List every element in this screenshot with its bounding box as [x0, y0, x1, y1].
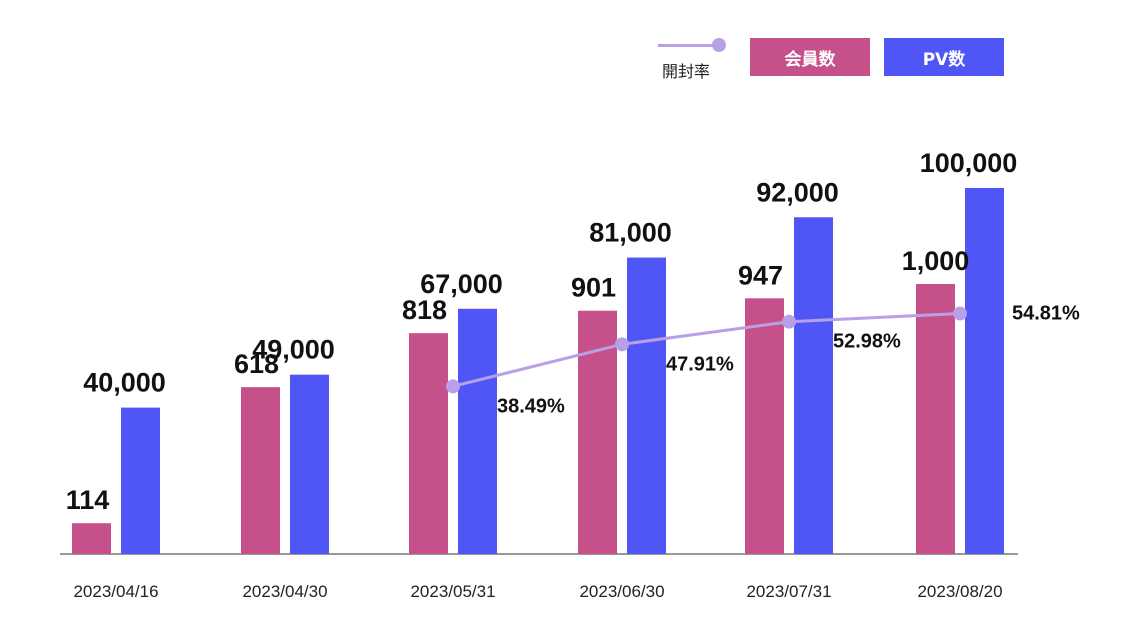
x-tick-label: 2023/08/20 — [917, 582, 1002, 601]
bar-pv-4 — [794, 217, 833, 554]
bar-members-1 — [241, 387, 280, 554]
x-tick-label: 2023/05/31 — [410, 582, 495, 601]
rate-point-2 — [446, 379, 460, 394]
rate-point-5 — [953, 306, 967, 321]
bar-pv-1 — [290, 374, 329, 554]
bar-label-pv-2: 67,000 — [420, 269, 503, 299]
bar-label-members-4: 947 — [738, 260, 783, 290]
bar-label-pv-1: 49,000 — [252, 335, 335, 365]
bar-label-pv-0: 40,000 — [83, 368, 166, 398]
rate-point-4 — [782, 314, 796, 329]
bar-label-pv-5: 100,000 — [920, 148, 1018, 178]
legend-rate-label: 開封率 — [662, 62, 711, 81]
bar-label-members-5: 1,000 — [902, 246, 970, 276]
bar-members-5 — [916, 284, 955, 554]
x-tick-label: 2023/07/31 — [746, 582, 831, 601]
legend-members: 会員数 — [750, 38, 870, 76]
bar-members-0 — [72, 523, 111, 554]
bar-label-members-2: 818 — [402, 295, 447, 325]
bar-label-pv-4: 92,000 — [756, 177, 839, 207]
x-tick-label: 2023/04/30 — [242, 582, 327, 601]
bar-label-members-3: 901 — [571, 273, 616, 303]
x-tick-label: 2023/06/30 — [579, 582, 664, 601]
bar-pv-5 — [965, 188, 1004, 554]
bar-pv-0 — [121, 407, 160, 554]
bar-label-pv-3: 81,000 — [589, 218, 672, 248]
rate-point-3 — [615, 337, 629, 352]
legend-rate-line — [658, 44, 720, 47]
rate-label-4: 52.98% — [833, 331, 901, 353]
legend-pv: PV数 — [884, 38, 1004, 76]
bar-pv-3 — [627, 257, 666, 554]
rate-label-2: 38.49% — [497, 395, 565, 417]
legend-rate-marker — [712, 38, 726, 52]
x-tick-label: 2023/04/16 — [73, 582, 158, 601]
rate-label-3: 47.91% — [666, 353, 734, 375]
bar-members-2 — [409, 333, 448, 554]
bar-label-members-1: 618 — [234, 349, 279, 379]
legend-rate: 開封率 — [658, 38, 728, 81]
rate-line — [452, 312, 961, 388]
bar-pv-2 — [458, 308, 497, 554]
bar-label-members-0: 114 — [66, 485, 110, 515]
bar-members-4 — [745, 298, 784, 554]
rate-label-5: 54.81% — [1012, 303, 1080, 325]
